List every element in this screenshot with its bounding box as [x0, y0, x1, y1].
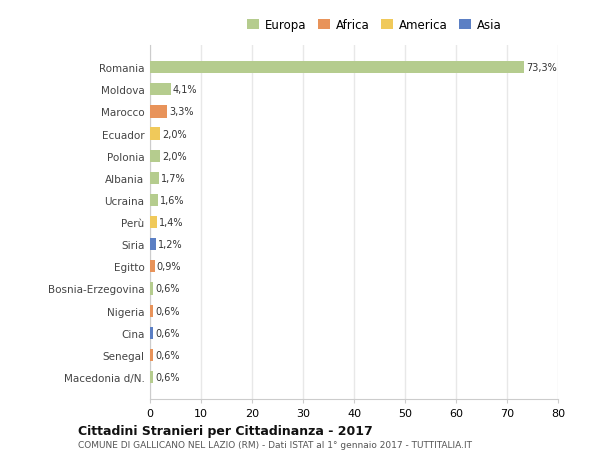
Text: 3,3%: 3,3% [169, 107, 193, 117]
Bar [150, 327, 153, 339]
Bar [150, 283, 153, 295]
Text: 1,4%: 1,4% [159, 218, 184, 228]
Bar [150, 106, 167, 118]
Text: 1,7%: 1,7% [161, 174, 185, 184]
Text: 1,2%: 1,2% [158, 240, 183, 250]
Bar [150, 217, 157, 229]
Bar [150, 261, 155, 273]
Bar [150, 84, 171, 96]
Bar [150, 371, 153, 383]
Bar [150, 150, 160, 162]
Text: 0,6%: 0,6% [155, 372, 179, 382]
Text: Cittadini Stranieri per Cittadinanza - 2017: Cittadini Stranieri per Cittadinanza - 2… [78, 424, 373, 437]
Bar [150, 128, 160, 140]
Bar [150, 239, 156, 251]
Text: 4,1%: 4,1% [173, 85, 197, 95]
Bar [150, 195, 158, 207]
Text: 2,0%: 2,0% [162, 151, 187, 162]
Bar [150, 62, 524, 74]
Text: COMUNE DI GALLICANO NEL LAZIO (RM) - Dati ISTAT al 1° gennaio 2017 - TUTTITALIA.: COMUNE DI GALLICANO NEL LAZIO (RM) - Dat… [78, 441, 472, 449]
Text: 0,6%: 0,6% [155, 350, 179, 360]
Text: 0,6%: 0,6% [155, 328, 179, 338]
Text: 73,3%: 73,3% [526, 63, 557, 73]
Text: 2,0%: 2,0% [162, 129, 187, 139]
Text: 0,9%: 0,9% [157, 262, 181, 272]
Text: 0,6%: 0,6% [155, 306, 179, 316]
Text: 1,6%: 1,6% [160, 196, 185, 206]
Bar [150, 305, 153, 317]
Text: 0,6%: 0,6% [155, 284, 179, 294]
Legend: Europa, Africa, America, Asia: Europa, Africa, America, Asia [245, 17, 504, 34]
Bar [150, 349, 153, 361]
Bar [150, 173, 158, 185]
